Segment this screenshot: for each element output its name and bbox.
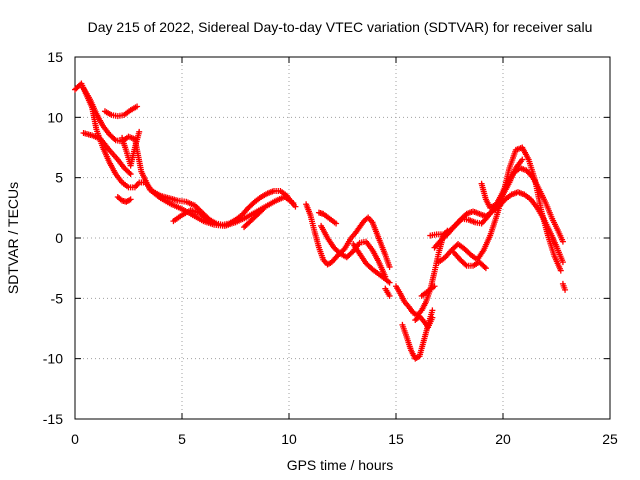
series — [559, 280, 569, 293]
series — [170, 207, 211, 225]
y-tick-label: -5 — [51, 290, 64, 306]
y-axis-label: SDTVAR / TECUs — [5, 182, 21, 294]
y-tick-label: 15 — [47, 49, 63, 65]
data-point — [559, 259, 566, 266]
x-tick-label: 25 — [602, 431, 618, 447]
y-tick-label: -10 — [43, 351, 63, 367]
data-point — [557, 267, 564, 274]
data-point — [259, 207, 266, 214]
data-point — [126, 169, 133, 176]
data-point — [559, 238, 566, 245]
data-point — [340, 247, 347, 254]
data-point — [429, 307, 436, 314]
series — [318, 222, 389, 280]
series — [431, 189, 566, 266]
data-point — [136, 128, 143, 135]
chart-title: Day 215 of 2022, Sidereal Day-to-day VTE… — [88, 19, 593, 35]
y-tick-label: -15 — [43, 411, 63, 427]
data-point — [429, 314, 436, 321]
data-point — [204, 216, 211, 223]
data-point — [333, 220, 340, 227]
series — [119, 128, 143, 169]
data-point — [386, 279, 393, 286]
series — [478, 156, 526, 211]
series — [315, 209, 340, 227]
data-point — [260, 206, 267, 213]
data-points — [72, 80, 569, 362]
series — [412, 313, 436, 331]
series — [450, 249, 489, 272]
series — [399, 307, 436, 362]
grid-lines — [75, 57, 610, 419]
x-tick-label: 20 — [495, 431, 511, 447]
data-point — [134, 103, 141, 110]
series — [382, 285, 393, 299]
y-tick-label: 0 — [55, 230, 63, 246]
data-point — [519, 156, 526, 163]
x-axis-label: GPS time / hours — [287, 457, 394, 473]
data-point — [386, 292, 393, 299]
data-point — [462, 261, 469, 268]
x-tick-label: 5 — [178, 431, 186, 447]
y-tick-label: 10 — [47, 109, 63, 125]
x-tick-label: 15 — [388, 431, 404, 447]
x-tick-label: 10 — [281, 431, 297, 447]
series — [350, 241, 393, 286]
series — [101, 103, 141, 120]
data-point — [111, 136, 118, 143]
data-point — [481, 263, 488, 270]
data-point — [431, 283, 438, 290]
y-axis-tick-labels: -15 -10 -5 0 5 10 15 — [43, 49, 63, 427]
series — [418, 283, 438, 299]
x-axis-tick-labels: 0 5 10 15 20 25 — [71, 431, 618, 447]
series — [80, 130, 134, 178]
x-tick-label: 0 — [71, 431, 79, 447]
data-point — [292, 203, 299, 210]
data-point — [482, 265, 489, 272]
y-tick-label: 5 — [55, 170, 63, 186]
data-point — [127, 196, 134, 203]
data-point — [386, 263, 393, 270]
series — [114, 193, 134, 205]
data-point — [290, 200, 297, 207]
series — [241, 206, 267, 231]
data-point — [127, 171, 134, 178]
data-point — [562, 286, 569, 293]
axis-ticks — [74, 56, 611, 420]
